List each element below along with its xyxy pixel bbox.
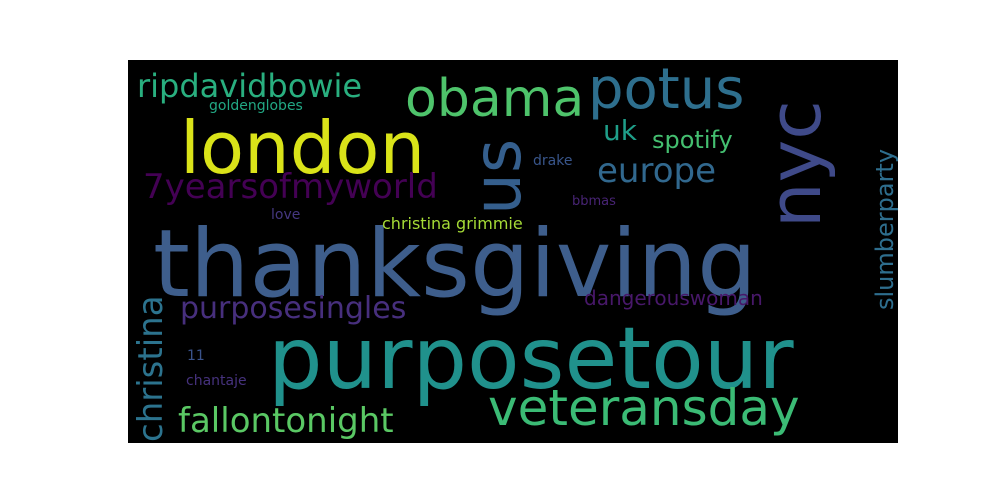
word-potus: potus: [588, 57, 744, 122]
word-obama: obama: [405, 69, 584, 129]
word-11: 11: [187, 348, 205, 364]
word-europe: europe: [597, 151, 716, 191]
word-nyc: nyc: [753, 100, 837, 228]
word-7yearsofmyworld: 7yearsofmyworld: [143, 167, 438, 207]
word-cloud-background: [128, 60, 898, 443]
word-london: london: [180, 106, 425, 190]
word-veteransday: veteransday: [488, 379, 800, 437]
word-spotify: spotify: [652, 126, 733, 154]
word-purposesingles: purposesingles: [180, 291, 406, 326]
word-drake: drake: [533, 153, 572, 169]
word-slumberparty: slumberparty: [871, 149, 899, 310]
word-thanksgiving: thanksgiving: [153, 210, 757, 319]
word-ripdavidbowie: ripdavidbowie: [137, 67, 362, 105]
word-purposetour: purposetour: [268, 309, 794, 409]
word-love: love: [271, 207, 300, 223]
word-us: us: [459, 139, 536, 215]
word-christina-grimmie: christina grimmie: [382, 214, 523, 233]
word-fallontonight: fallontonight: [178, 401, 394, 441]
word-dangerouswoman: dangerouswoman: [584, 286, 763, 310]
word-bbmas: bbmas: [572, 194, 616, 209]
word-goldenglobes: goldenglobes: [209, 98, 303, 114]
word-christina: christina: [131, 295, 171, 442]
word-uk: uk: [603, 114, 638, 147]
word-chantaje: chantaje: [186, 373, 247, 389]
